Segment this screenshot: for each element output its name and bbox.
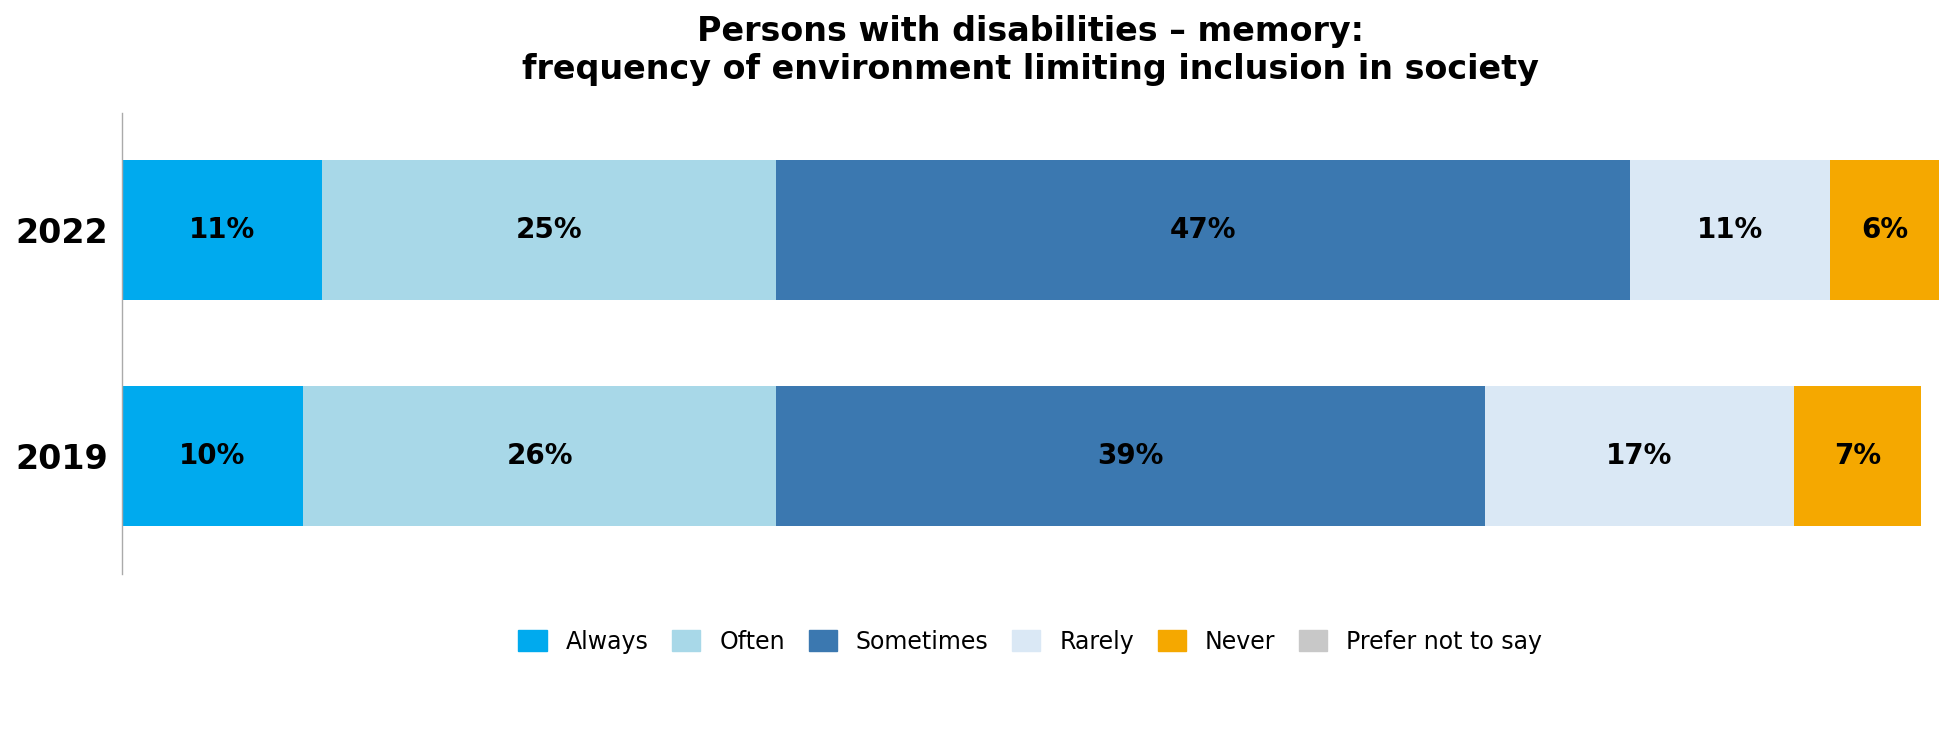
Text: 17%: 17% [1606,442,1673,470]
Text: 39%: 39% [1096,442,1163,470]
Bar [303,386,776,526]
Bar [1831,160,1938,300]
Legend: Always, Often, Sometimes, Rarely, Never, Prefer not to say: Always, Often, Sometimes, Rarely, Never,… [508,621,1551,664]
Bar [776,386,1485,526]
Bar [776,160,1630,300]
Text: 6%: 6% [1860,216,1907,244]
Bar [1794,386,1921,526]
Bar [121,160,322,300]
Text: 11%: 11% [1696,216,1763,244]
Text: 11%: 11% [188,216,254,244]
Text: 7%: 7% [1833,442,1882,470]
Text: 25%: 25% [516,216,582,244]
Text: 26%: 26% [506,442,573,470]
Bar [1630,160,1831,300]
Bar [121,386,303,526]
Text: 10%: 10% [180,442,246,470]
Bar [322,160,776,300]
Text: 47%: 47% [1170,216,1237,244]
Bar [1485,386,1794,526]
Title: Persons with disabilities – memory:
frequency of environment limiting inclusion : Persons with disabilities – memory: freq… [522,15,1538,86]
